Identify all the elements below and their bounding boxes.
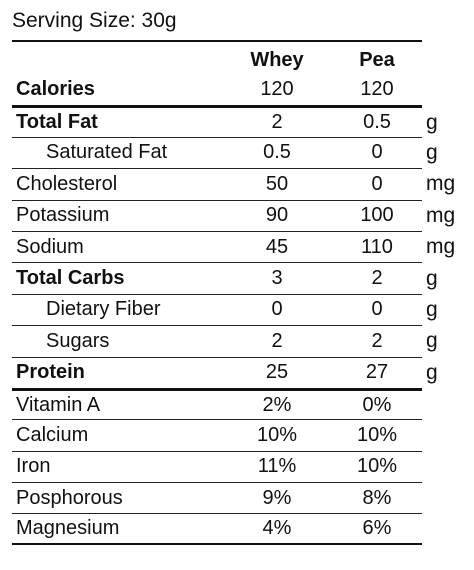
whey-value: 2 — [271, 329, 283, 352]
row-label: Calories — [16, 78, 95, 101]
unit: mg — [426, 203, 456, 227]
row-label: Sugars — [46, 329, 110, 352]
row-label: Posphorous — [16, 486, 123, 509]
pea-value: 0.5 — [363, 111, 391, 134]
row-label: Magnesium — [16, 517, 120, 540]
unit: g — [426, 297, 438, 321]
pea-value: 100 — [360, 204, 394, 227]
row-label: Total Fat — [16, 111, 98, 134]
row-label: Saturated Fat — [46, 141, 168, 164]
pea-value: 6% — [362, 517, 392, 540]
pea-value: 0 — [371, 141, 383, 164]
row-label: Calcium — [16, 423, 89, 446]
row-total-fat: Total Fat 2 0.5 g — [12, 105, 438, 136]
column-pea: Pea — [359, 49, 395, 71]
whey-value: 0.5 — [263, 141, 291, 164]
row-label: Total Carbs — [16, 267, 125, 290]
row-dietary-fiber: Dietary Fiber 0 0 g — [12, 293, 438, 325]
row-protein: Protein 25 27 g — [12, 356, 438, 388]
row-label: Dietary Fiber — [46, 298, 161, 321]
nutrition-table: Whey Pea Calories 120 120 Total Fat 2 0.… — [12, 40, 455, 545]
row-label: Vitamin A — [16, 393, 101, 416]
row-cholesterol: Cholesterol 50 0 mg — [12, 168, 455, 199]
whey-value: 45 — [265, 235, 289, 258]
whey-value: 11% — [257, 455, 297, 478]
serving-size: Serving Size: 30g — [12, 9, 177, 32]
pea-value: 120 — [360, 78, 394, 101]
unit: g — [426, 329, 438, 353]
unit: g — [426, 360, 438, 384]
column-whey: Whey — [250, 49, 304, 71]
pea-value: 27 — [365, 361, 389, 384]
row-total-carbs: Total Carbs 3 2 g — [12, 262, 438, 293]
row-iron: Iron 11% 10% — [12, 450, 422, 482]
unit: mg — [426, 172, 456, 196]
pea-value: 2 — [371, 267, 383, 290]
whey-value: 0 — [271, 298, 283, 321]
unit: mg — [426, 235, 456, 259]
row-sodium: Sodium 45 110 mg — [12, 230, 455, 262]
pea-value: 0% — [362, 393, 392, 416]
table-header: Whey Pea — [12, 40, 422, 74]
pea-value: 8% — [362, 486, 392, 509]
pea-value: 10% — [356, 455, 398, 478]
row-potassium: Potassium 90 100 mg — [12, 199, 455, 231]
pea-value: 110 — [361, 235, 393, 258]
pea-value: 2 — [371, 329, 383, 352]
row-sugars: Sugars 2 2 g — [12, 325, 438, 356]
row-label: Cholesterol — [16, 172, 118, 195]
row-posphorous: Posphorous 9% 8% — [12, 482, 422, 513]
row-label: Potassium — [16, 204, 110, 227]
row-saturated-fat: Saturated Fat 0.5 0 g — [12, 136, 438, 168]
pea-value: 0 — [371, 172, 383, 195]
whey-value: 120 — [260, 78, 294, 101]
row-label: Protein — [16, 361, 85, 384]
whey-value: 4% — [262, 517, 292, 540]
whey-value: 10% — [256, 423, 298, 446]
whey-value: 3 — [271, 267, 283, 290]
row-magnesium: Magnesium 4% 6% — [12, 513, 422, 545]
row-label: Sodium — [16, 235, 84, 258]
whey-value: 90 — [265, 204, 289, 227]
whey-value: 2% — [262, 393, 292, 416]
row-calories: Calories 120 120 — [12, 74, 422, 105]
whey-value: 9% — [262, 486, 292, 509]
row-label: Iron — [16, 455, 51, 478]
pea-value: 10% — [356, 423, 398, 446]
unit: g — [426, 110, 438, 134]
unit: g — [426, 266, 438, 290]
pea-value: 0 — [371, 298, 383, 321]
row-calcium: Calcium 10% 10% — [12, 419, 422, 450]
row-vitamin-a: Vitamin A 2% 0% — [12, 387, 422, 419]
unit: g — [426, 140, 438, 164]
whey-value: 25 — [265, 361, 289, 384]
whey-value: 50 — [265, 172, 289, 195]
whey-value: 2 — [271, 111, 283, 134]
